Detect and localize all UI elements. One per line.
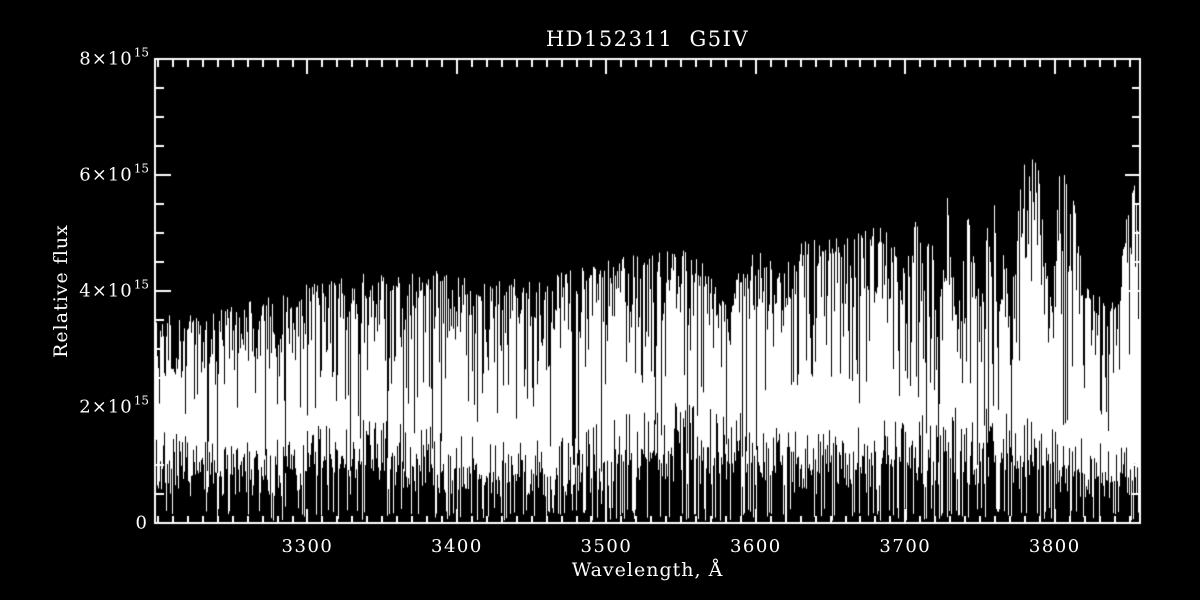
y-tick-mantissa: 4×10 (79, 280, 133, 302)
y-tick-exponent: 15 (133, 393, 149, 408)
y-tick-mantissa: 8×10 (79, 48, 133, 70)
y-tick-label-2e15: 2×1015 (40, 393, 149, 418)
x-tick-label-3800: 3800 (1028, 536, 1081, 557)
y-tick-label-8e15: 8×1015 (40, 45, 149, 70)
x-tick-label-3300: 3300 (281, 536, 334, 557)
y-tick-label-4e15: 4×1015 (40, 277, 149, 302)
x-tick-label-3700: 3700 (879, 536, 932, 557)
y-tick-mantissa: 6×10 (79, 164, 133, 186)
plot-title: HD152311 G5IV (545, 27, 750, 51)
y-tick-exponent: 15 (133, 45, 149, 60)
y-tick-exponent: 15 (133, 277, 149, 292)
x-tick-label-3500: 3500 (580, 536, 633, 557)
x-axis-label: Wavelength, Å (571, 559, 724, 581)
y-tick-mantissa: 2×10 (79, 396, 133, 418)
x-tick-label-3600: 3600 (729, 536, 782, 557)
x-tick-label-3400: 3400 (431, 536, 483, 557)
y-tick-label-0: 0 (40, 511, 148, 534)
y-tick-mantissa: 0 (135, 512, 148, 534)
y-tick-exponent: 15 (133, 161, 149, 176)
y-tick-label-6e15: 6×1015 (40, 161, 149, 186)
